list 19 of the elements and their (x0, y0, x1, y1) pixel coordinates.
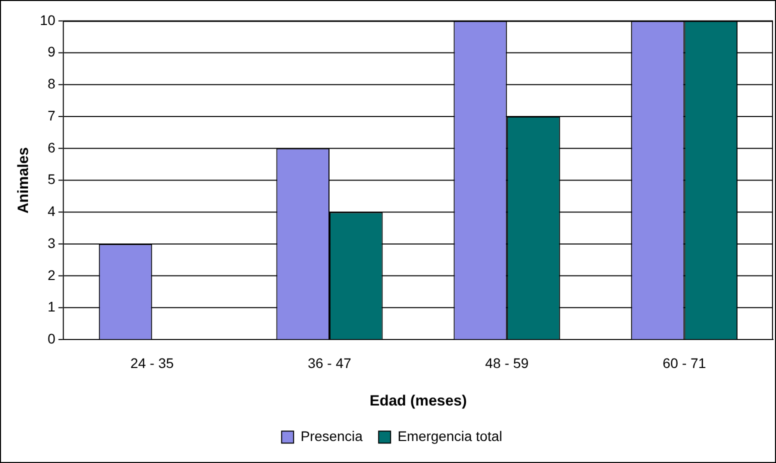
x-tick-label: 36 - 47 (308, 354, 352, 371)
legend-label: Presencia (300, 428, 363, 444)
x-axis-title: Edad (meses) (370, 392, 467, 410)
x-tick-label: 24 - 35 (130, 354, 174, 371)
x-tick-label: 60 - 71 (662, 354, 706, 371)
y-tick-label: 4 (48, 203, 56, 220)
y-tick-label: 3 (48, 234, 56, 251)
y-tick-label: 1 (48, 298, 56, 315)
y-tick-label: 10 (40, 12, 56, 28)
y-tick-label: 5 (48, 171, 56, 188)
y-tick-label: 2 (48, 266, 56, 283)
x-tick-label: 48 - 59 (485, 354, 529, 371)
y-tick-label: 0 (48, 330, 56, 347)
y-tick-label: 6 (48, 139, 56, 156)
y-tick-label: 8 (48, 76, 56, 92)
y-tick-label: 7 (48, 107, 56, 124)
y-tick-label: 9 (48, 44, 56, 60)
y-axis-title: Animales (15, 147, 32, 214)
legend-label: Emergencia total (398, 428, 502, 444)
